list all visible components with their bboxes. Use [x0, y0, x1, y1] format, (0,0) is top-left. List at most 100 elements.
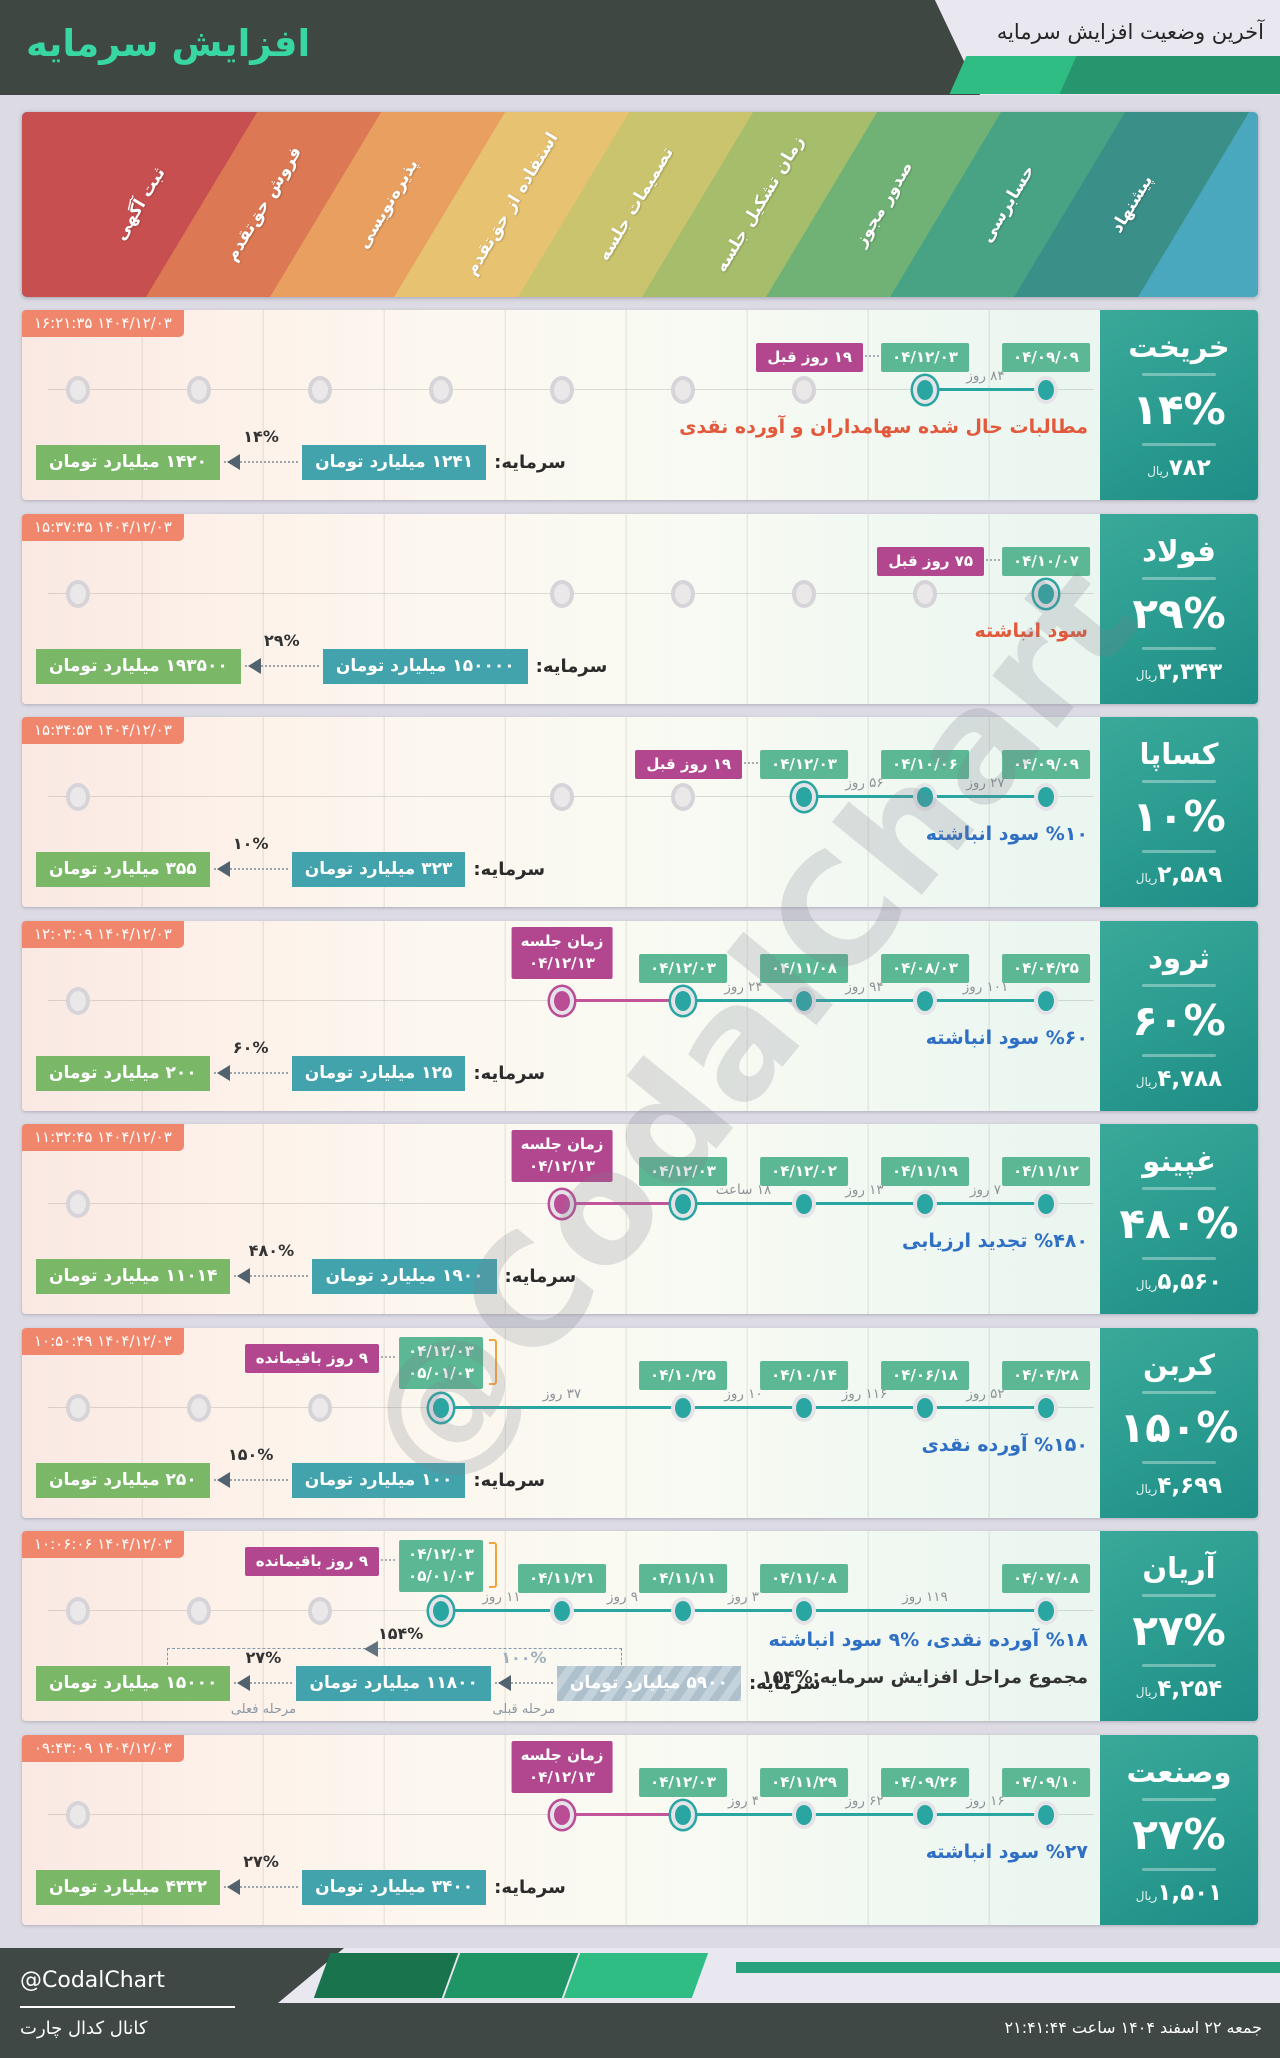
arrow-line: [213, 1072, 288, 1074]
panel-divider: [1142, 983, 1216, 987]
company-panel: فولاد ۲۹% ۳,۳۴۳ریال: [1100, 514, 1258, 704]
timeline-connector: [804, 1609, 1046, 1612]
company-card: ۱۴۰۴/۱۲/۰۳ ۱۵:۳۴:۵۳ کساپا ۱۰% ۲,۵۸۹ریال ۰۴/۱…: [22, 717, 1258, 907]
stage-dot: [671, 987, 695, 1015]
days-gap-label: ۱۶ روز: [966, 1793, 1005, 1809]
stage-dot: [1034, 1190, 1058, 1218]
increase-type-note: سود انباشته: [974, 620, 1088, 642]
increase-type-note: %۱۵۰ آورده نقدی: [921, 1434, 1088, 1456]
share-price: ۲,۵۸۹ریال: [1136, 862, 1222, 888]
panel-divider: [1142, 1460, 1216, 1464]
increase-percent: ۱۰%: [1132, 791, 1226, 841]
days-gap-label: ۵۲ روز: [966, 1386, 1005, 1402]
timeline-connector: [925, 1813, 1046, 1816]
panel-divider: [1142, 442, 1216, 446]
share-price: ۴,۷۸۸ریال: [1136, 1066, 1222, 1092]
company-card: ۱۴۰۴/۱۲/۰۳ ۱۰:۰۶:۰۶ آریان ۲۷% ۴,۲۵۴ریال ۰۴/۱…: [22, 1531, 1258, 1721]
stage-dot: [671, 1597, 695, 1625]
panel-divider: [1142, 1186, 1216, 1190]
panel-divider: [1142, 849, 1216, 853]
capital-label: سرمایه:: [494, 1876, 566, 1898]
capital-value-badge: ۴۳۳۲ میلیارد تومان: [36, 1869, 221, 1905]
increase-type-note: مجموع مراحل افزایش سرمایه:%۱۵۴: [761, 1667, 1088, 1688]
days-gap-label: ۱۱ روز: [482, 1589, 521, 1605]
stage-date-badge: ۰۴/۰۹/۱۰: [1002, 1768, 1090, 1797]
stage-dot: [792, 1394, 816, 1422]
capital-value-badge: ۱۰۰ میلیارد تومان: [291, 1462, 466, 1498]
company-panel: وصنعت ۲۷% ۱,۵۰۱ریال: [1100, 1735, 1258, 1925]
capital-chain: سرمایه: ۳۴۰۰ میلیارد تومان ۲۷% ۴۳۳۲ میلیارد…: [36, 1852, 566, 1906]
timestamp-badge: ۱۴۰۴/۱۲/۰۳ ۱۲:۰۳:۰۹: [22, 921, 184, 948]
stage-date-badge: ۰۴/۱۱/۰۸: [760, 954, 848, 983]
panel-divider: [1142, 646, 1216, 650]
days-gap-label: ۱۳ روز: [845, 1182, 884, 1198]
capital-arrow: ۱۴%: [220, 427, 302, 481]
stage-date-badge: ۰۴/۱۱/۲۱: [518, 1564, 606, 1593]
capital-chain: سرمایه: ۱۲۵ میلیارد تومان ۶۰% ۲۰۰ میلیارد ت…: [36, 1038, 545, 1092]
arrow-head-icon: [237, 1675, 251, 1691]
company-name: غپینو: [1142, 1143, 1216, 1178]
capital-value-badge: ۱۲۴۱ میلیارد تومان: [302, 444, 487, 480]
days-gap-label: ۵۶ روز: [845, 775, 884, 791]
stage-date-badge: ۰۴/۰۹/۰۹: [1002, 750, 1090, 779]
days-gap-label: ۸۴ روز: [966, 368, 1005, 384]
stage-legend-band: ثبت آگهی فروش حق‌تقدم پذیره‌نویسی استفاده ا…: [22, 112, 1258, 297]
badge-connector: [381, 1559, 395, 1561]
stage-dot-inactive: [308, 1597, 332, 1625]
company-panel: آریان ۲۷% ۴,۲۵۴ریال: [1100, 1531, 1258, 1721]
header-accent-shape: [1059, 56, 1280, 94]
capital-chain: سرمایه: ۱۵۰۰۰۰ میلیارد تومان ۲۹% ۱۹۳۵۰۰ میل…: [36, 631, 607, 685]
stage-dot-inactive: [671, 580, 695, 608]
panel-divider: [1142, 779, 1216, 783]
capital-chain: سرمایه: ۵۹۰۰ میلیارد تومان ۱۰۰% مرحله قبلی ۱…: [36, 1648, 821, 1717]
share-price: ۴,۲۵۴ریال: [1136, 1676, 1222, 1702]
panel-divider: [1142, 1256, 1216, 1260]
stage-dot: [550, 1597, 574, 1625]
capital-value-badge: ۳۵۵ میلیارد تومان: [36, 851, 210, 887]
price-unit: ریال: [1135, 1888, 1158, 1903]
share-price: ۵,۵۶۰ریال: [1136, 1269, 1222, 1295]
increase-type-note: %۶۰ سود انباشته: [925, 1027, 1088, 1049]
price-unit: ریال: [1135, 667, 1158, 682]
capital-step-percent: ۶۰%: [232, 1038, 269, 1057]
page-footer: @CodalChart کانال کدال چارت جمعه ۲۲ اسفن…: [0, 1948, 1280, 2058]
days-gap-label: ۹۴ روز: [845, 979, 884, 995]
company-name: ثرود: [1148, 940, 1210, 975]
meeting-dot: [550, 1801, 574, 1829]
capital-value-badge: ۱۱۸۰۰ میلیارد تومان: [296, 1665, 491, 1701]
days-gap-label: ۴ روز: [727, 1793, 760, 1809]
stage-dot: [671, 1190, 695, 1218]
capital-value-badge: ۵۹۰۰ میلیارد تومان: [556, 1665, 741, 1701]
capital-arrow: ۱۰%: [210, 834, 292, 888]
days-gap-label: ۱۰ روز: [724, 1386, 763, 1402]
share-price: ۴,۶۹۹ریال: [1136, 1473, 1222, 1499]
stage-date-badge: ۰۴/۰۶/۱۸: [881, 1361, 969, 1390]
capital-arrow: ۲۹%: [241, 631, 323, 685]
increase-percent: ۲۷%: [1132, 1809, 1226, 1859]
stage-dot: [429, 1597, 453, 1625]
panel-divider: [1142, 576, 1216, 580]
price-value: ۵,۵۶۰: [1157, 1268, 1223, 1295]
stage-date-badge: ۰۴/۱۲/۰۳: [639, 954, 727, 983]
arrow-head-icon: [216, 1472, 230, 1488]
capital-label: سرمایه:: [748, 1672, 821, 1694]
days-gap-label: ۲۷ روز: [966, 775, 1005, 791]
stage-dot: [1034, 1801, 1058, 1829]
price-value: ۲,۵۸۹: [1157, 861, 1223, 888]
days-gap-label: ۱۰۱ روز: [962, 979, 1009, 995]
stage-date-badge: ۰۴/۱۰/۱۴: [760, 1361, 848, 1390]
timeline-connector: [562, 1813, 683, 1816]
capital-arrow: ۱۰۰% مرحله قبلی: [491, 1648, 557, 1717]
increase-type-note: مطالبات حال شده سهامداران و آورده نقدی: [679, 416, 1088, 438]
company-name: خریخت: [1128, 329, 1230, 364]
capital-chain: سرمایه: ۱۰۰ میلیارد تومان ۱۵۰% ۲۵۰ میلیارد …: [36, 1445, 545, 1499]
company-panel: ثرود ۶۰% ۴,۷۸۸ریال: [1100, 921, 1258, 1111]
capital-value-badge: ۱۵۰۰۰۰ میلیارد تومان: [322, 648, 528, 684]
stage-dot-inactive: [66, 783, 90, 811]
company-panel: خریخت ۱۴% ۷۸۲ریال: [1100, 310, 1258, 500]
stage-dot: [792, 1597, 816, 1625]
stage-date-badge: ۰۴/۱۲/۰۳: [881, 343, 969, 372]
footer-accent-shape: [313, 1953, 459, 1998]
days-gap-label: ۱۸ ساعت: [715, 1182, 772, 1198]
